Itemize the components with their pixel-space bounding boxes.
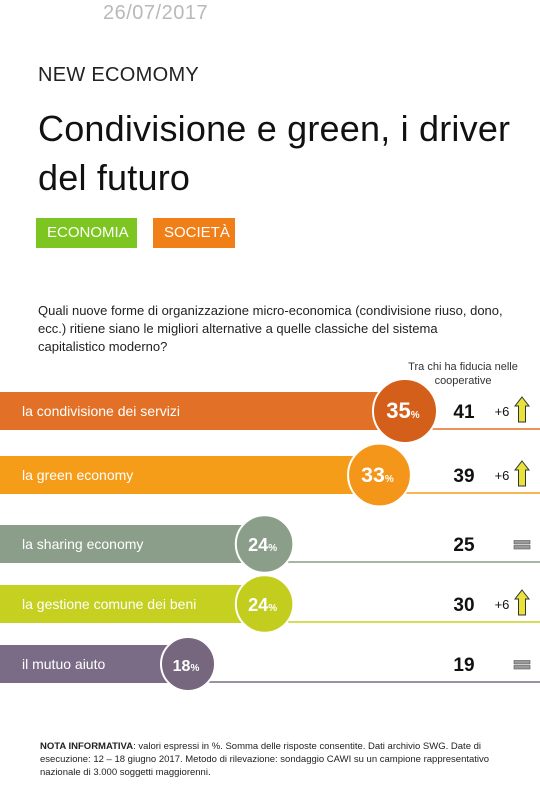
value-label-2: 24% xyxy=(248,535,277,555)
trust-value-2: 25 xyxy=(453,535,475,556)
bar-2 xyxy=(0,525,265,563)
trend-up-icon xyxy=(513,460,531,487)
value-circle-3 xyxy=(234,574,295,634)
trust-value-4: 19 xyxy=(453,655,474,676)
trend-equal-icon xyxy=(513,660,531,670)
bar-3 xyxy=(0,585,265,623)
date: 26/07/2017 xyxy=(103,2,209,24)
trust-column-header: Tra chi ha fiducia nelle cooperative xyxy=(408,361,518,387)
bar-label-0: la condivisione dei servizi xyxy=(22,403,180,419)
value-circle-2 xyxy=(234,514,295,574)
bar-label-3: la gestione comune dei beni xyxy=(22,596,196,612)
value-circle-0 xyxy=(372,378,438,444)
trend-up-icon xyxy=(513,589,531,616)
value-label-3: 24% xyxy=(248,595,277,615)
trust-delta-3: +6 xyxy=(495,597,510,612)
trust-delta-0: +6 xyxy=(495,404,510,419)
section-kicker: NEW ECOMOMY xyxy=(38,64,200,86)
bar-label-4: il mutuo aiuto xyxy=(22,656,105,672)
bar-1 xyxy=(0,456,380,494)
value-label-4: 18% xyxy=(173,658,200,675)
article-title: Condivisione e green, i driver del futur… xyxy=(38,108,511,198)
methodology-note: NOTA INFORMATIVA: valori espressi in %. … xyxy=(40,740,520,779)
tag-societa[interactable]: SOCIETÀ xyxy=(153,218,235,248)
value-circle-1 xyxy=(347,442,412,508)
note-label: NOTA INFORMATIVA xyxy=(40,741,134,752)
note-text: : valori espressi in %. Somma delle risp… xyxy=(40,741,490,778)
trust-value-0: 41 xyxy=(453,402,475,423)
bar-0 xyxy=(0,392,405,430)
trust-value-3: 30 xyxy=(453,595,474,616)
value-label-1: 33% xyxy=(361,463,394,487)
tag-economia[interactable]: ECONOMIA xyxy=(36,218,137,248)
trend-equal-icon xyxy=(513,540,531,550)
trust-delta-1: +6 xyxy=(495,468,510,483)
trust-value-1: 39 xyxy=(453,466,474,487)
bar-4 xyxy=(0,645,188,683)
chart-question: Quali nuove forme di organizzazione micr… xyxy=(38,303,503,354)
trend-up-icon xyxy=(513,396,531,423)
value-label-0: 35% xyxy=(386,398,419,423)
value-circle-4 xyxy=(160,636,216,692)
bar-label-2: la sharing economy xyxy=(22,536,143,552)
bar-label-1: la green economy xyxy=(22,467,133,483)
